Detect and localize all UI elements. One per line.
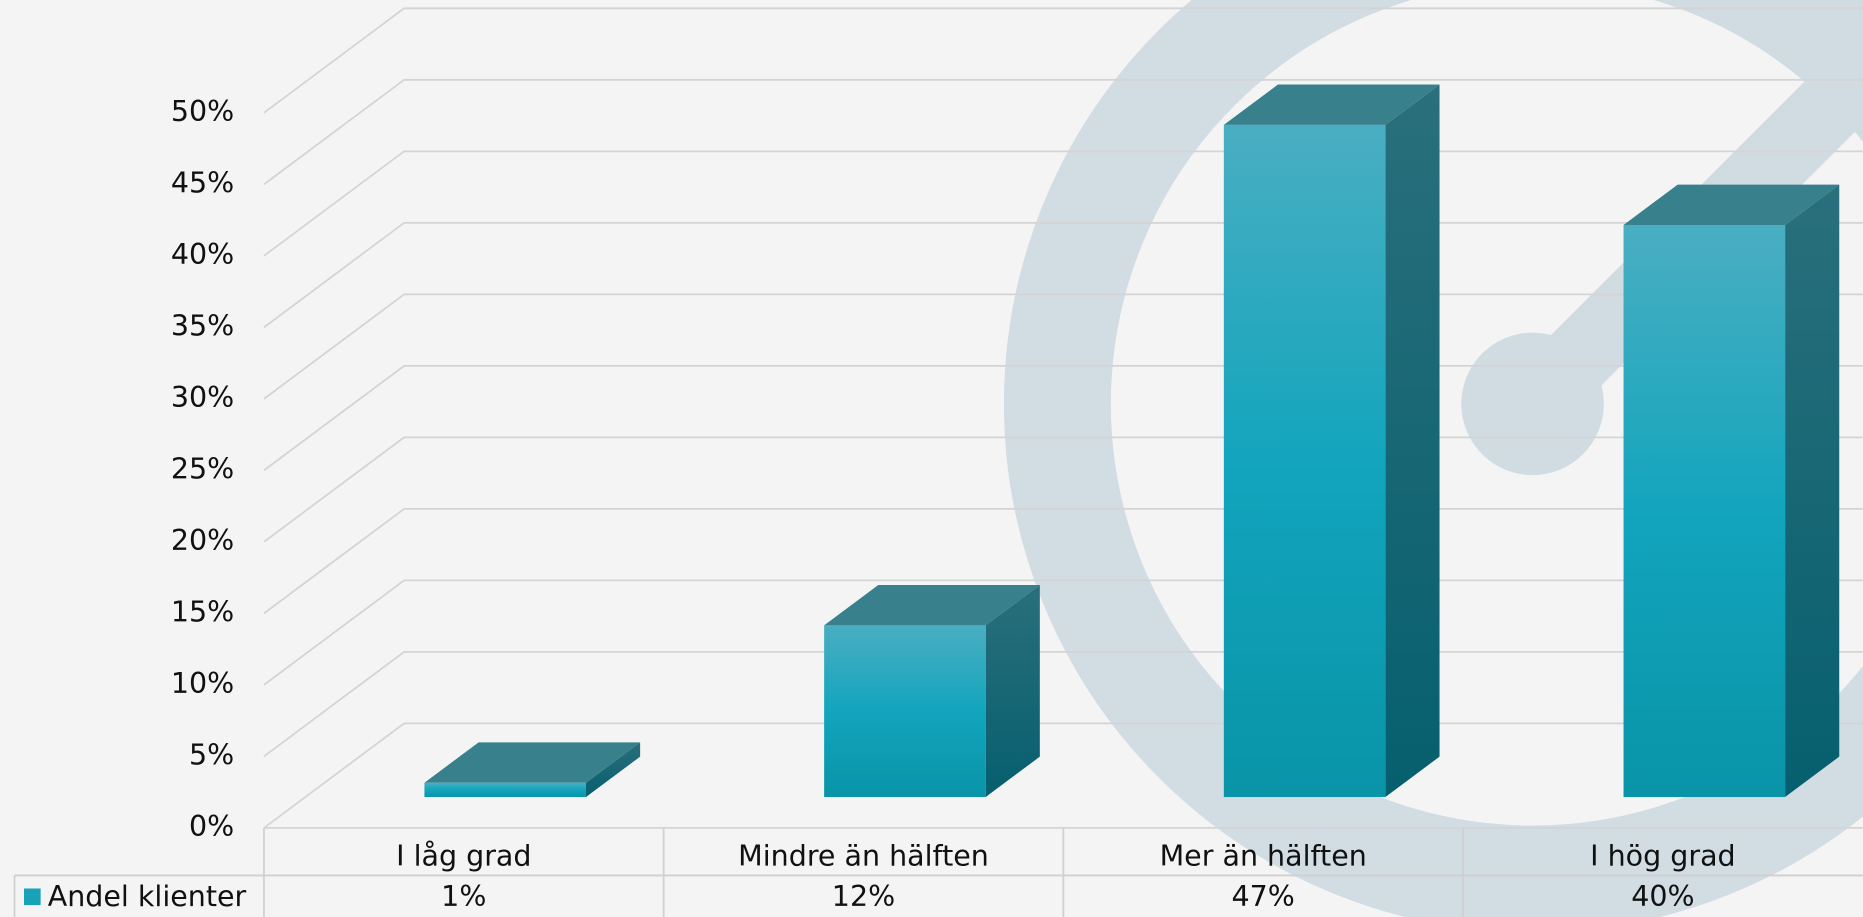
grid: 0% 5% 10% 15% 20% 25% 30% 35% 40% 45% 50%: [171, 7, 1863, 843]
grid-line: [263, 7, 1863, 114]
legend-label: Andel klienter: [48, 880, 247, 913]
y-tick-label: 20%: [171, 524, 234, 557]
y-tick-label: 35%: [171, 309, 234, 342]
data-table: I låg grad 1% Mindre än hälften 12% Mer än h…: [13, 827, 1863, 917]
bar-side: [585, 742, 641, 798]
bar-top: [1623, 184, 1840, 225]
value-label: 1%: [441, 880, 486, 913]
bar-side: [1785, 184, 1840, 798]
y-tick-label: 10%: [171, 667, 234, 700]
grid-line: [263, 650, 1863, 758]
y-tick-label: 0%: [189, 810, 234, 843]
bar-side: [1385, 84, 1440, 798]
value-label: 40%: [1631, 880, 1694, 913]
bar: [424, 782, 586, 798]
bars: [424, 84, 1840, 798]
y-tick-label: 45%: [171, 166, 234, 199]
y-tick-label: 40%: [171, 238, 234, 271]
bar: [1623, 224, 1786, 798]
y-tick-label: 15%: [171, 595, 234, 628]
x-tick-label: Mer än hälften: [1160, 840, 1367, 873]
bar-top: [824, 585, 1040, 626]
bar: [1223, 124, 1386, 798]
x-tick-label: I hög grad: [1590, 840, 1735, 873]
bar-top: [1223, 84, 1440, 125]
y-tick-label: 30%: [171, 381, 234, 414]
x-tick-label: Mindre än hälften: [738, 840, 989, 873]
value-label: 12%: [832, 880, 895, 913]
bar-side: [985, 585, 1040, 798]
value-label: 47%: [1232, 880, 1295, 913]
y-tick-label: 25%: [171, 452, 234, 485]
x-tick-label: I låg grad: [396, 840, 531, 873]
y-tick-label: 50%: [171, 95, 234, 128]
legend-swatch: [24, 888, 41, 906]
bar: [824, 625, 986, 798]
grid-line: [263, 78, 1863, 186]
y-tick-label: 5%: [189, 738, 234, 771]
bar-top: [424, 742, 641, 783]
